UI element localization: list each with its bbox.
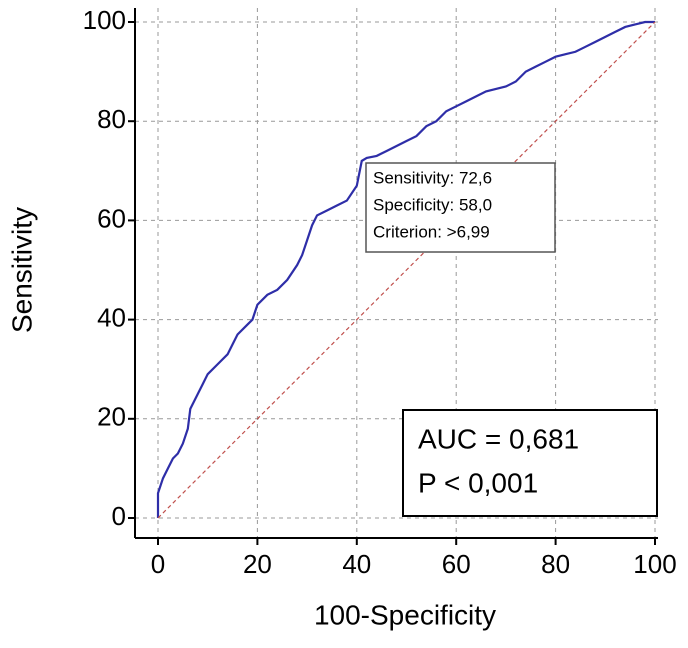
annotation-text: Sensitivity: 72,6 [373, 168, 492, 187]
x-tick-label: 60 [442, 549, 471, 579]
y-tick-label: 20 [97, 402, 126, 432]
annotation-box [365, 162, 556, 253]
y-tick-label: 80 [97, 104, 126, 134]
y-tick-label: 40 [97, 302, 126, 332]
y-tick-label: 0 [112, 501, 126, 531]
x-tick-label: 0 [151, 549, 165, 579]
stats-text: AUC = 0,681 [418, 423, 579, 454]
reference-line [157, 21, 656, 519]
x-tick-label: 100 [633, 549, 676, 579]
y-tick-label: 100 [83, 5, 126, 35]
stats-text: P < 0,001 [418, 467, 538, 498]
y-tick-label: 60 [97, 203, 126, 233]
stats-box [402, 409, 658, 517]
x-tick-label: 20 [243, 549, 272, 579]
x-tick-label: 40 [342, 549, 371, 579]
x-axis-title: 100-Specificity [314, 599, 496, 630]
roc-curve [156, 20, 655, 518]
annotation-text: Criterion: >6,99 [373, 222, 490, 241]
x-tick-label: 80 [541, 549, 570, 579]
y-axis-title: Sensitivity [6, 207, 37, 333]
annotation-text: Specificity: 58,0 [373, 195, 492, 214]
